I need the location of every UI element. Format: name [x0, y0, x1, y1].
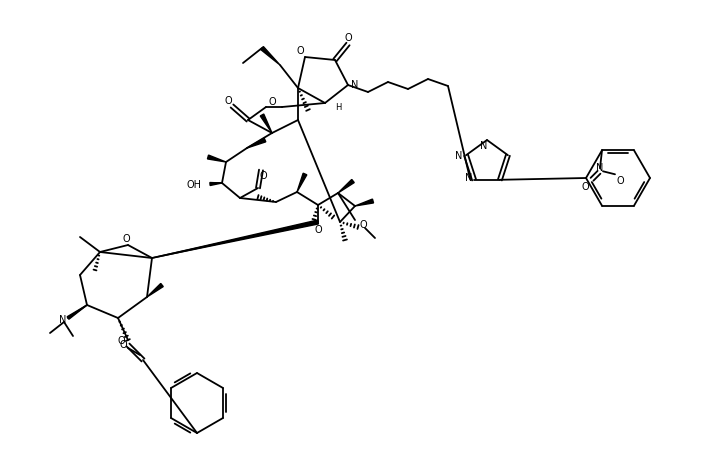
Text: O: O: [314, 225, 322, 235]
Text: N: N: [455, 151, 463, 161]
Text: O: O: [224, 96, 232, 106]
Polygon shape: [210, 182, 222, 186]
Polygon shape: [297, 173, 307, 192]
Text: N: N: [596, 163, 604, 173]
Text: O: O: [297, 46, 304, 56]
Text: O: O: [581, 182, 589, 192]
Text: H: H: [335, 103, 341, 112]
Text: O: O: [359, 220, 367, 230]
Text: N: N: [465, 173, 473, 183]
Text: O: O: [344, 33, 352, 43]
Polygon shape: [260, 47, 280, 65]
Polygon shape: [147, 283, 163, 297]
Text: N: N: [352, 80, 359, 90]
Text: OH: OH: [187, 180, 202, 190]
Polygon shape: [260, 114, 272, 133]
Text: O: O: [268, 97, 276, 107]
Text: N: N: [480, 141, 488, 151]
Polygon shape: [67, 305, 87, 319]
Text: O: O: [616, 176, 624, 186]
Text: N: N: [59, 315, 67, 325]
Polygon shape: [152, 220, 318, 258]
Text: O: O: [117, 336, 125, 346]
Text: O: O: [259, 171, 267, 181]
Polygon shape: [338, 180, 355, 193]
Text: O: O: [123, 234, 130, 244]
Polygon shape: [247, 138, 266, 148]
Polygon shape: [355, 199, 373, 206]
Text: O: O: [119, 340, 127, 350]
Polygon shape: [207, 155, 226, 162]
